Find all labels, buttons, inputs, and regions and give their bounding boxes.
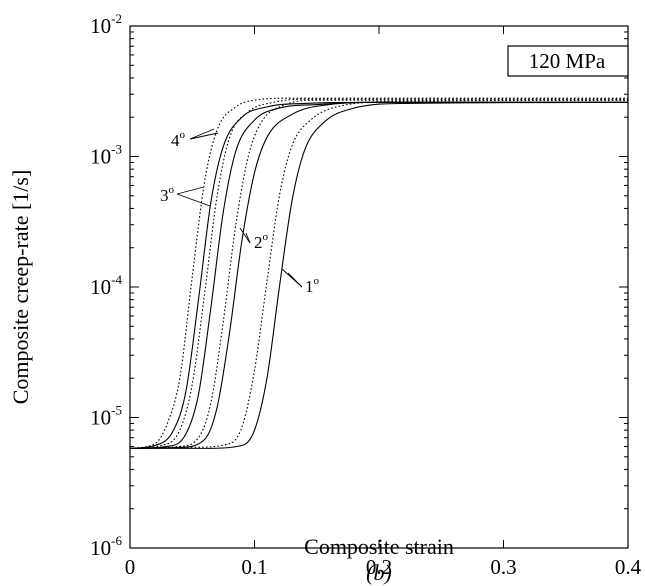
stress-label: 120 MPa (529, 49, 606, 73)
y-tick-label: 10-3 (90, 142, 122, 169)
curve-3-deg-dotted (129, 98, 628, 449)
y-axis-title: Composite creep-rate [1/s] (8, 170, 33, 405)
x-tick-label: 0 (125, 555, 136, 579)
curve-label-4: 4o (171, 129, 186, 150)
leader-line (176, 186, 205, 195)
x-tick-label: 0.1 (241, 555, 267, 579)
leader-line (189, 132, 219, 140)
x-tick-label: 0.4 (615, 555, 642, 579)
annotation-leaders (176, 128, 303, 288)
leader-line (189, 128, 215, 140)
figure-caption: (b) (366, 560, 392, 585)
x-tick-label: 0.2 (366, 555, 392, 579)
curve-4-deg-solid (129, 101, 628, 449)
curve-label-1: 1o (305, 275, 320, 296)
y-axis-ticks: 10-6 10-5 10-4 10-3 10-2 (90, 11, 628, 560)
curve-1-deg-dotted (129, 99, 629, 449)
curve-2-deg-solid (129, 101, 628, 449)
x-tick-label: 0.3 (490, 555, 516, 579)
y-tick-label: 10-4 (90, 272, 122, 299)
leader-line (239, 227, 251, 244)
curve-3-deg-solid (129, 101, 628, 449)
stress-annotation-box: 120 MPa (507, 45, 629, 77)
curve-1-deg-solid (129, 101, 629, 449)
data-curves (129, 97, 629, 449)
leader-line (176, 193, 211, 207)
y-tick-label: 10-2 (90, 11, 122, 38)
curve-label-3: 3o (160, 184, 175, 205)
x-axis-ticks: 0 0.1 0.2 0.3 0.4 (125, 26, 642, 579)
curve-4-deg-dotted (129, 97, 628, 449)
leader-line (245, 232, 251, 244)
curve-label-2: 2o (254, 231, 269, 252)
curve-labels: 4o 3o 2o 1o (160, 129, 320, 296)
y-tick-label: 10-6 (90, 533, 122, 560)
leader-line (287, 272, 303, 288)
y-tick-label: 10-5 (90, 403, 122, 430)
curve-2-deg-dotted (129, 99, 628, 449)
x-axis-title: Composite strain (304, 534, 454, 559)
